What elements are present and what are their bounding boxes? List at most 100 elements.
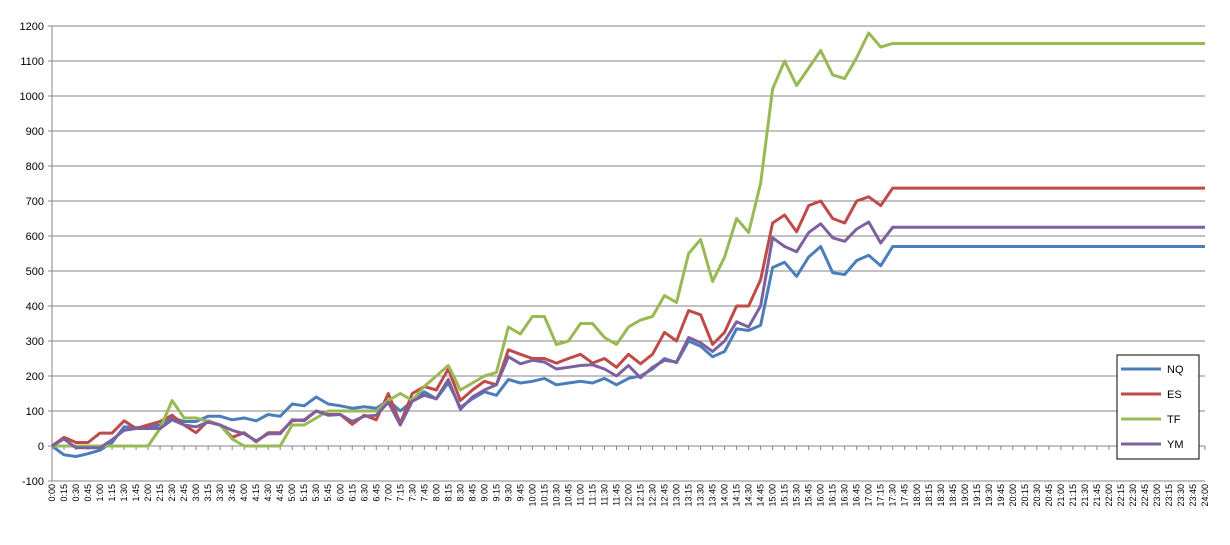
x-tick-label: 15:15 [780, 484, 790, 507]
x-tick-label: 23:45 [1188, 484, 1198, 507]
x-tick-label: 0:45 [83, 484, 93, 502]
y-tick-label: 700 [26, 196, 44, 208]
y-tick-label: 300 [26, 336, 44, 348]
x-tick-label: 5:45 [323, 484, 333, 502]
x-tick-label: 8:30 [455, 484, 465, 502]
y-tick-label: -100 [22, 476, 44, 488]
x-tick-label: 14:45 [756, 484, 766, 507]
x-tick-label: 0:00 [47, 484, 57, 502]
x-tick-label: 20:45 [1044, 484, 1054, 507]
x-tick-label: 7:30 [407, 484, 417, 502]
x-tick-label: 9:00 [479, 484, 489, 502]
x-tick-label: 17:15 [876, 484, 886, 507]
x-tick-label: 9:45 [515, 484, 525, 502]
x-tick-label: 9:15 [491, 484, 501, 502]
x-tick-label: 21:30 [1080, 484, 1090, 507]
legend-label-ym: YM [1167, 439, 1184, 451]
x-tick-label: 16:15 [828, 484, 838, 507]
x-tick-label: 1:30 [119, 484, 129, 502]
x-tick-label: 10:00 [527, 484, 537, 507]
y-tick-label: 100 [26, 406, 44, 418]
x-tick-label: 23:00 [1152, 484, 1162, 507]
legend-label-tf: TF [1167, 414, 1181, 426]
x-tick-label: 13:30 [696, 484, 706, 507]
x-tick-label: 22:45 [1140, 484, 1150, 507]
x-tick-label: 14:00 [720, 484, 730, 507]
x-axis: 0:00 0:15 0:30 0:45 1:00 1:15 1:30 1:45 2:00 2:15… [47, 445, 1210, 507]
x-tick-label: 4:45 [275, 484, 285, 502]
x-tick-label: 24:00 [1200, 484, 1210, 507]
x-tick-label: 22:15 [1116, 484, 1126, 507]
x-tick-label: 7:15 [395, 484, 405, 502]
x-tick-label: 5:30 [311, 484, 321, 502]
y-tick-label: 800 [26, 161, 44, 173]
y-tick-label: 1100 [20, 56, 44, 68]
y-tick-label: 400 [26, 301, 44, 313]
x-tick-label: 16:00 [816, 484, 826, 507]
x-tick-label: 11:00 [575, 484, 585, 506]
y-tick-label: 900 [26, 126, 44, 138]
series-line-ym [51, 220, 1205, 450]
x-tick-label: 17:45 [900, 484, 910, 507]
x-tick-label: 9:30 [503, 484, 513, 502]
x-tick-label: 1:15 [107, 484, 117, 502]
x-tick-label: 10:45 [563, 484, 573, 507]
x-tick-label: 4:15 [251, 484, 261, 502]
x-tick-label: 20:15 [1020, 484, 1030, 507]
legend: NQ ES TF YM [1116, 354, 1200, 460]
legend-box [1116, 354, 1200, 460]
x-tick-label: 4:00 [239, 484, 249, 502]
x-tick-label: 5:15 [299, 484, 309, 502]
y-tick-label: 1200 [20, 21, 44, 33]
x-tick-label: 22:00 [1104, 484, 1114, 507]
x-tick-label: 12:15 [636, 484, 646, 507]
x-tick-label: 19:15 [972, 484, 982, 507]
x-tick-label: 0:30 [71, 484, 81, 502]
x-tick-label: 6:15 [347, 484, 357, 502]
x-tick-label: 0:15 [59, 484, 69, 502]
series-line-tf [52, 31, 1205, 448]
x-tick-label: 10:15 [539, 484, 549, 507]
x-tick-label: 4:30 [263, 484, 273, 502]
x-tick-label: 15:30 [792, 484, 802, 507]
y-tick-label: 600 [26, 231, 44, 243]
x-tick-label: 21:45 [1092, 484, 1102, 507]
x-tick-label: 7:00 [383, 484, 393, 502]
x-tick-label: 6:00 [335, 484, 345, 502]
x-tick-label: 12:30 [648, 484, 658, 507]
x-tick-label: 16:45 [852, 484, 862, 507]
x-tick-label: 1:00 [95, 484, 105, 502]
legend-label-es: ES [1167, 389, 1182, 401]
series-line-nq [51, 245, 1205, 458]
x-tick-label: 21:00 [1056, 484, 1066, 507]
gridlines [52, 25, 1205, 482]
x-tick-label: 18:45 [948, 484, 958, 507]
x-tick-label: 15:45 [804, 484, 814, 507]
x-tick-label: 8:15 [443, 484, 453, 502]
y-axis: -100 0 100 200 300 400 500 600 700 800 900 1000 1100… [20, 21, 53, 488]
x-tick-label: 12:45 [660, 484, 670, 507]
y-tick-label: 1000 [20, 91, 44, 103]
x-tick-label: 3:00 [191, 484, 201, 502]
x-tick-label: 10:30 [551, 484, 561, 507]
x-tick-label: 17:00 [864, 484, 874, 507]
x-tick-label: 2:30 [167, 484, 177, 502]
x-tick-label: 19:30 [984, 484, 994, 507]
x-tick-label: 11:30 [599, 484, 609, 506]
series-line-es [51, 186, 1205, 448]
x-tick-label: 23:30 [1176, 484, 1186, 507]
x-tick-label: 2:45 [179, 484, 189, 502]
x-tick-label: 11:15 [587, 484, 597, 506]
x-tick-label: 3:45 [227, 484, 237, 502]
x-tick-label: 8:00 [431, 484, 441, 502]
x-tick-label: 14:15 [732, 484, 742, 507]
legend-label-nq: NQ [1167, 364, 1184, 376]
y-tick-label: 200 [26, 371, 44, 383]
y-tick-label: 500 [26, 266, 44, 278]
x-tick-label: 7:45 [419, 484, 429, 502]
x-tick-label: 2:00 [143, 484, 153, 502]
x-tick-label: 3:15 [203, 484, 213, 502]
x-tick-label: 22:30 [1128, 484, 1138, 507]
x-tick-label: 20:30 [1032, 484, 1042, 507]
